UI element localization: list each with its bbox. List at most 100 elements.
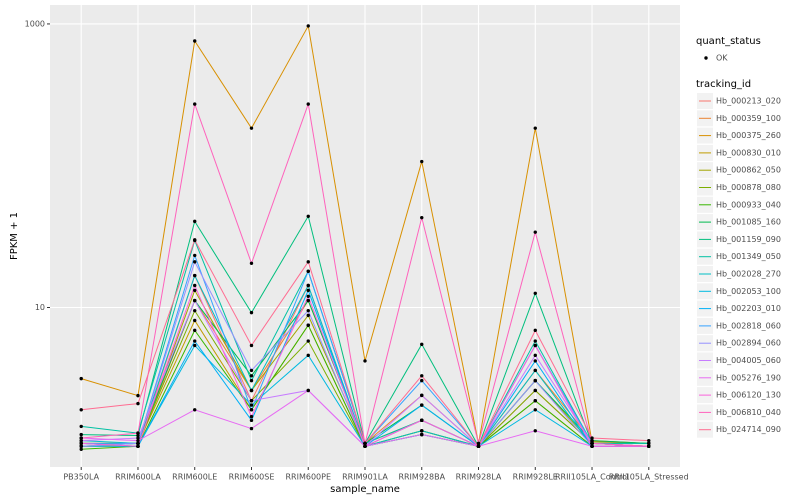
- point: [590, 444, 594, 448]
- point: [79, 441, 83, 446]
- legend-label: Hb_000830_010: [716, 148, 781, 157]
- point: [193, 102, 197, 106]
- legend-label: Hb_002028_270: [716, 270, 781, 279]
- point: [533, 126, 537, 130]
- point: [533, 368, 537, 373]
- legend-label: Hb_001159_090: [716, 235, 781, 244]
- point: [136, 444, 140, 448]
- point: [420, 342, 424, 347]
- point: [420, 159, 424, 164]
- point: [193, 308, 197, 313]
- point: [193, 253, 197, 258]
- x-tick-label: RRIM928LA: [456, 473, 502, 482]
- point: [79, 438, 83, 443]
- point: [533, 343, 537, 348]
- point: [590, 438, 594, 443]
- point: [249, 126, 254, 130]
- legend-label: Hb_002053_100: [716, 287, 781, 296]
- point: [79, 424, 83, 429]
- point: [420, 432, 424, 437]
- point: [533, 328, 537, 333]
- point: [249, 399, 254, 403]
- point: [193, 260, 197, 264]
- legend-label: Hb_004005_060: [716, 356, 781, 365]
- point: [590, 441, 594, 446]
- point: [533, 359, 537, 363]
- point: [533, 388, 537, 393]
- y-tick-label: 10: [35, 303, 45, 312]
- x-tick-label: RRII105LA_Stressed: [609, 473, 689, 482]
- point: [420, 429, 424, 433]
- point: [306, 260, 310, 264]
- x-axis-label: sample_name: [330, 484, 400, 495]
- point: [306, 339, 310, 343]
- point: [193, 273, 197, 278]
- legend-title: quant_status: [696, 36, 761, 47]
- point: [249, 426, 254, 431]
- legend-label: Hb_000359_100: [716, 114, 781, 123]
- point: [193, 328, 197, 333]
- legend-label: Hb_006120_130: [716, 391, 781, 400]
- point: [533, 353, 537, 358]
- x-tick-label: RRIM600LE: [172, 473, 217, 482]
- point: [193, 318, 197, 323]
- point: [590, 436, 594, 440]
- point: [533, 408, 537, 412]
- point: [136, 431, 140, 435]
- point: [79, 432, 83, 437]
- x-tick-label: RRIM600PE: [285, 473, 331, 482]
- point: [249, 261, 254, 265]
- point: [249, 343, 254, 348]
- point: [306, 294, 310, 298]
- point: [533, 378, 537, 383]
- x-tick-label: PB350LA: [63, 473, 99, 482]
- x-tick-label: RRIM901LA: [342, 473, 388, 482]
- point: [306, 308, 310, 313]
- point: [306, 283, 310, 288]
- point: [306, 323, 310, 327]
- point: [193, 408, 197, 412]
- x-tick-label: RRIM600LA: [115, 473, 161, 482]
- point: [136, 393, 140, 398]
- point: [193, 298, 197, 303]
- point: [79, 447, 83, 451]
- legend-label: Hb_024714_090: [716, 425, 781, 434]
- point: [79, 444, 83, 448]
- point: [476, 444, 481, 448]
- point: [306, 269, 310, 274]
- legend-label: OK: [716, 54, 728, 63]
- point: [136, 401, 140, 406]
- legend-label: Hb_005276_190: [716, 373, 781, 382]
- point: [79, 376, 83, 381]
- point: [306, 24, 310, 28]
- point: [363, 359, 367, 363]
- legend-label: Hb_002894_060: [716, 339, 781, 348]
- point: [306, 102, 310, 106]
- legend-label: Hb_002203_010: [716, 304, 781, 313]
- point: [249, 378, 254, 383]
- point: [79, 408, 83, 412]
- point: [79, 436, 83, 440]
- point: [533, 399, 537, 403]
- point: [193, 339, 197, 343]
- point: [306, 313, 310, 318]
- point: [533, 291, 537, 295]
- point: [306, 214, 310, 218]
- point: [533, 429, 537, 433]
- point: [249, 414, 254, 419]
- point: [136, 441, 140, 446]
- y-axis-label: FPKM + 1: [9, 212, 20, 260]
- y-tick-label: 1000: [25, 19, 45, 28]
- point: [249, 374, 254, 378]
- x-tick-label: RRIM928BA: [398, 473, 445, 482]
- point: [420, 378, 424, 383]
- point: [363, 441, 367, 446]
- point: [193, 288, 197, 293]
- point: [420, 215, 424, 220]
- x-tick-label: RRIM928LE: [513, 473, 558, 482]
- point: [420, 374, 424, 378]
- legend-label: Hb_001085_160: [716, 218, 781, 227]
- point: [249, 310, 254, 315]
- point: [533, 230, 537, 234]
